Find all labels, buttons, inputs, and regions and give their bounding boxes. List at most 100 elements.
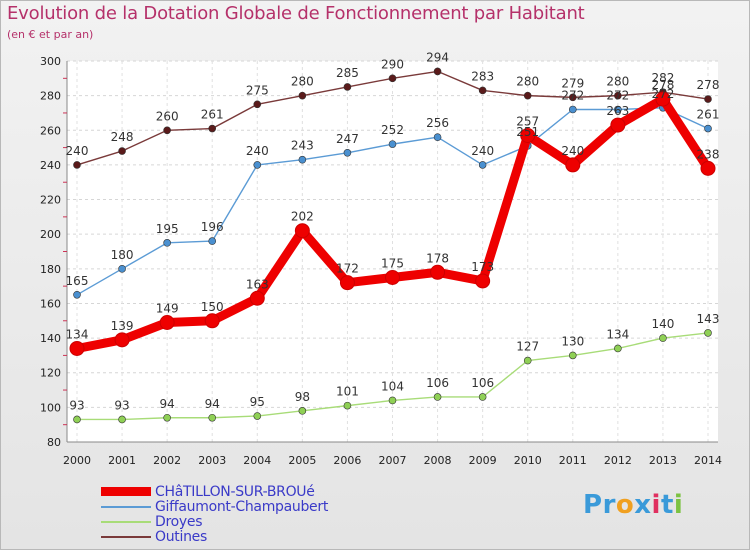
data-point: [69, 340, 85, 356]
data-label: 240: [246, 144, 269, 158]
logo-letter: x: [634, 490, 652, 520]
legend-item: Giffaumont-Champaubert: [101, 498, 329, 515]
data-point: [388, 140, 397, 148]
data-point: [568, 351, 577, 360]
data-label: 93: [114, 398, 129, 412]
data-label: 104: [381, 379, 404, 393]
data-label: 93: [69, 398, 84, 412]
legend-label: Outines: [155, 528, 207, 545]
data-label: 180: [111, 248, 134, 262]
data-point: [704, 124, 712, 133]
logo-letter: o: [615, 490, 635, 520]
data-label: 280: [606, 75, 629, 89]
data-point: [249, 290, 265, 306]
y-tick-label: 120: [40, 367, 61, 380]
data-point: [253, 100, 262, 109]
data-label: 106: [471, 376, 494, 390]
data-label: 98: [295, 390, 310, 404]
data-point: [73, 290, 81, 299]
logo-letter: r: [602, 490, 616, 520]
data-label: 282: [651, 71, 674, 85]
logo-letter: P: [583, 490, 603, 520]
data-point: [655, 91, 671, 107]
data-label: 260: [156, 109, 179, 123]
data-point: [478, 393, 487, 401]
legend-item: CHâTILLON-SUR-BROUé: [101, 484, 328, 500]
data-label: 280: [516, 75, 539, 89]
data-point: [385, 269, 400, 285]
legend-swatch: [101, 535, 151, 538]
data-point: [294, 223, 310, 239]
data-point: [614, 344, 622, 353]
y-tick-label: 200: [40, 228, 61, 241]
data-point: [159, 315, 175, 331]
data-label: 251: [516, 125, 539, 139]
logo-letter: t: [660, 490, 674, 520]
data-point: [659, 334, 667, 342]
y-tick-label: 260: [40, 124, 61, 137]
x-tick-label: 2000: [63, 454, 91, 467]
data-label: 279: [561, 76, 584, 90]
data-point: [298, 155, 307, 164]
chart-title: Evolution de la Dotation Globale de Fonc…: [7, 3, 585, 24]
data-point: [565, 157, 581, 173]
legend-swatch: [101, 487, 151, 496]
legend-swatch: [101, 520, 151, 523]
data-point: [343, 401, 352, 410]
data-point: [118, 415, 126, 424]
data-label: 143: [697, 312, 720, 326]
data-point: [204, 313, 220, 329]
x-tick-label: 2002: [153, 454, 181, 467]
data-label: 165: [66, 274, 89, 288]
data-label: 149: [156, 302, 179, 316]
legend-label: Droyes: [155, 513, 203, 530]
x-tick-label: 2003: [198, 454, 226, 467]
x-tick-label: 2014: [694, 454, 722, 467]
data-label: 283: [471, 69, 494, 83]
data-point: [73, 161, 81, 169]
data-point: [298, 407, 307, 415]
data-point: [73, 415, 81, 424]
data-point: [253, 412, 262, 420]
x-tick-label: 2008: [424, 454, 452, 467]
data-point: [388, 396, 397, 405]
data-label: 140: [651, 317, 674, 331]
data-point: [430, 264, 446, 280]
legend-label: Giffaumont-Champaubert: [155, 498, 329, 515]
legend-item: Outines: [101, 528, 328, 545]
data-label: 256: [426, 116, 449, 130]
chart-subtitle: (en € et par an): [7, 28, 94, 41]
x-tick-label: 2010: [514, 454, 542, 467]
legend-item: Droyes: [101, 513, 328, 530]
data-point: [163, 126, 171, 135]
data-label: 178: [426, 251, 449, 265]
data-label: 150: [201, 300, 224, 314]
data-point: [568, 93, 577, 102]
data-point: [520, 127, 536, 143]
y-tick-label: 220: [40, 194, 61, 207]
data-label: 261: [697, 108, 720, 122]
data-point: [208, 237, 217, 245]
data-label: 278: [697, 78, 720, 92]
data-point: [433, 67, 442, 76]
plot-area: [67, 61, 718, 442]
data-label: 172: [336, 262, 359, 276]
data-label: 196: [201, 220, 224, 234]
data-label: 290: [381, 57, 404, 71]
x-tick-label: 2011: [559, 454, 587, 467]
data-label: 195: [156, 222, 179, 236]
chart-legend: CHâTILLON-SUR-BROUé Giffaumont-Champauber…: [101, 484, 329, 545]
data-point: [163, 413, 171, 422]
x-tick-label: 2005: [288, 454, 316, 467]
data-point: [343, 148, 352, 157]
data-label: 127: [516, 340, 539, 354]
data-label: 163: [246, 277, 269, 291]
data-label: 240: [471, 144, 494, 158]
y-tick-label: 280: [40, 90, 61, 103]
data-point: [478, 161, 487, 169]
data-label: 175: [381, 256, 404, 270]
data-label: 294: [426, 50, 449, 64]
data-point: [208, 413, 217, 422]
